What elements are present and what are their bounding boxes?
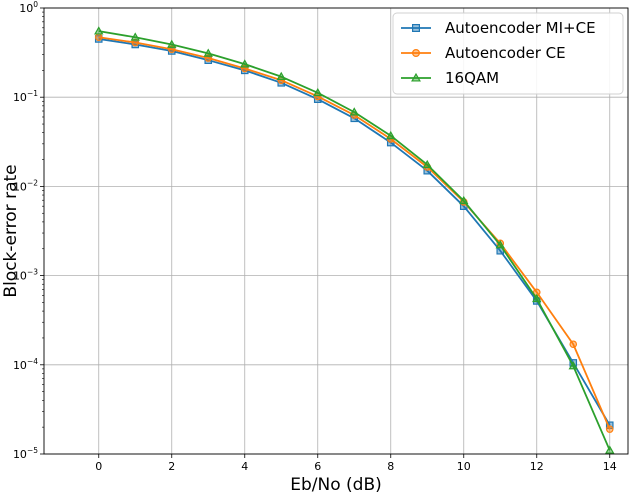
data-point — [276, 71, 286, 81]
data-point — [167, 39, 177, 48]
y-tick-label: 10−2 — [13, 178, 38, 193]
x-tick-label: 14 — [603, 460, 617, 473]
data-point — [240, 59, 250, 68]
x-tick-label: 4 — [241, 460, 248, 473]
data-point — [349, 107, 359, 116]
data-point — [411, 72, 421, 82]
plot-frame — [43, 7, 629, 455]
legend-label: 16QAM — [445, 69, 499, 87]
legend-box — [392, 12, 624, 95]
data-point — [569, 340, 578, 349]
data-point — [412, 24, 421, 33]
series-autoencoder-mi-ce — [94, 35, 614, 430]
data-point — [130, 32, 140, 41]
series-line — [98, 36, 611, 430]
data-point — [495, 240, 505, 249]
data-point — [94, 26, 104, 35]
data-point — [605, 445, 615, 454]
data-point — [204, 56, 213, 64]
y-tick-label: 100 — [19, 0, 38, 15]
y-tick-label: 10−4 — [13, 357, 38, 372]
data-point — [459, 195, 469, 205]
series-16qam — [94, 26, 615, 454]
data-point — [422, 159, 432, 169]
legend-entry: Autoencoder MI+CE — [401, 19, 596, 37]
data-point — [605, 425, 614, 433]
x-axis-label: Eb/No (dB) — [290, 475, 382, 494]
series-layer — [94, 26, 615, 454]
data-point — [412, 48, 421, 57]
y-axis-label: Block-error rate — [1, 164, 21, 297]
data-point — [203, 48, 213, 57]
data-point — [568, 361, 578, 370]
x-tick-label: 8 — [387, 460, 394, 473]
data-point — [131, 38, 140, 47]
data-point — [94, 33, 103, 42]
x-tick-label: 12 — [530, 460, 544, 473]
legend-label: Autoencoder MI+CE — [445, 19, 596, 37]
x-tick-label: 2 — [168, 460, 175, 473]
legend: Autoencoder MI+CE Autoencoder CE 16QAM — [392, 12, 624, 95]
data-point — [313, 87, 323, 97]
y-tick-label: 10−5 — [13, 446, 38, 461]
legend-label: Autoencoder CE — [445, 44, 566, 62]
y-tick-label: 10−1 — [13, 89, 38, 104]
series-line — [98, 30, 611, 451]
ticks: 0 2 4 6 8 10 12 14 10−5 10−4 10−3 10−2 10−1 100 — [13, 0, 617, 473]
y-tick-label: 10−3 — [13, 268, 38, 283]
legend-entry: Autoencoder CE — [401, 44, 566, 62]
x-tick-label: 6 — [314, 460, 321, 473]
data-point — [386, 130, 396, 140]
data-point — [532, 293, 542, 303]
x-tick-label: 10 — [457, 460, 471, 473]
x-tick-label: 0 — [95, 460, 102, 473]
legend-entry: 16QAM — [401, 69, 499, 87]
